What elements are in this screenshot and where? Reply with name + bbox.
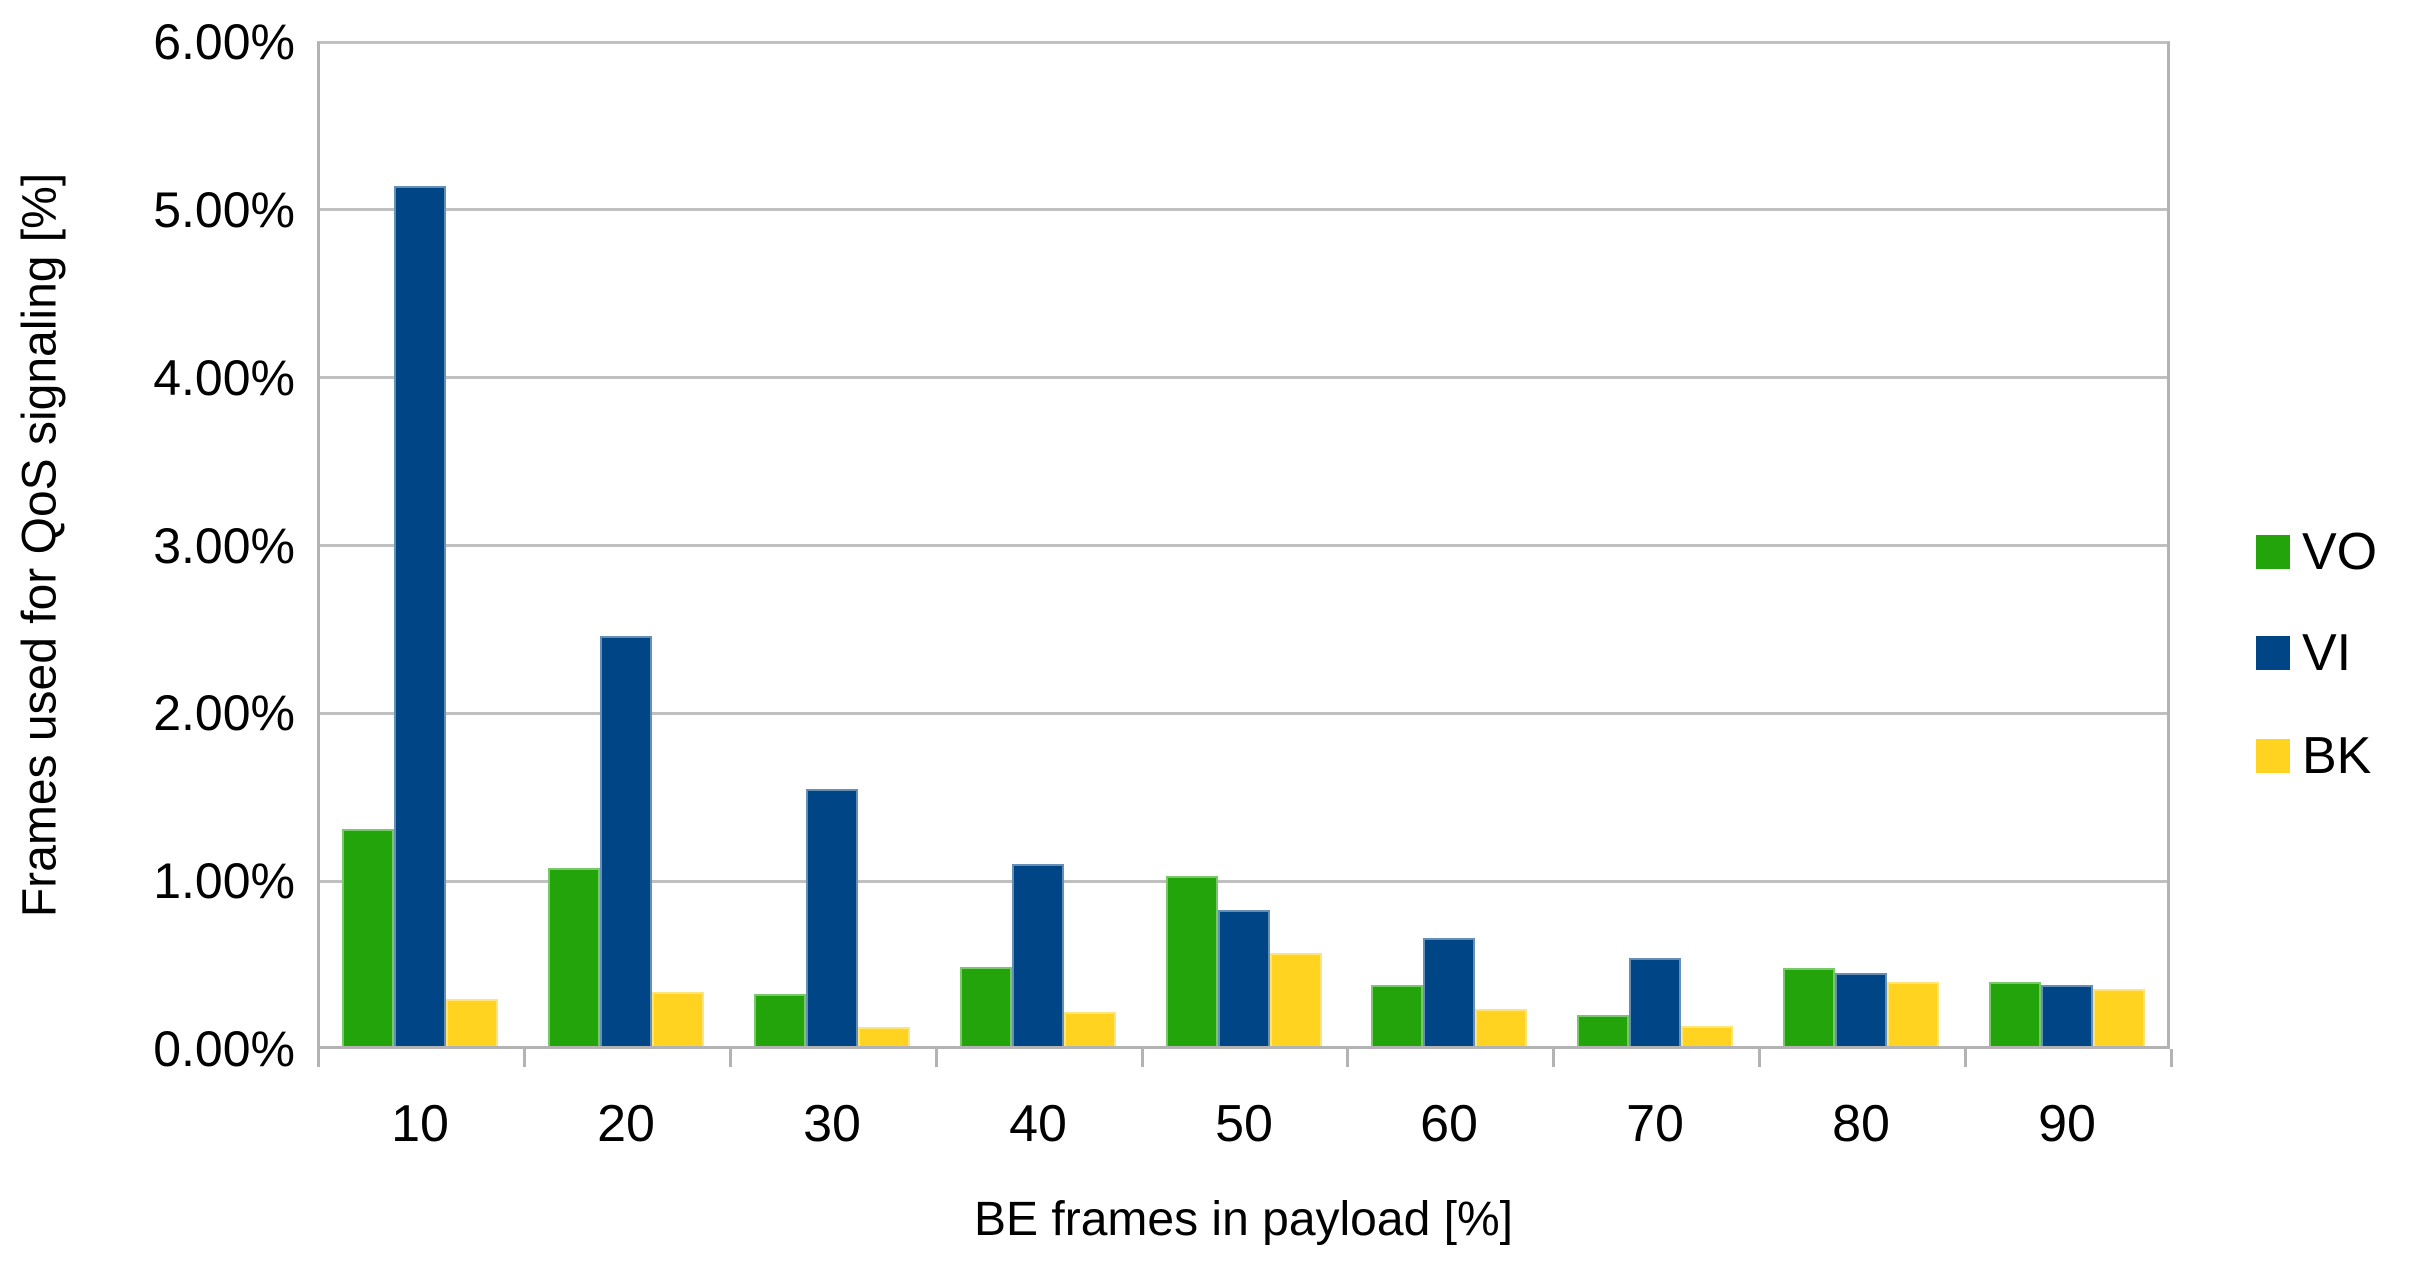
x-axis-tick <box>1758 1049 1761 1067</box>
x-tick-label: 70 <box>1626 1095 1684 1153</box>
bar-vo-30 <box>754 994 806 1049</box>
bar-vo-90 <box>1989 982 2041 1049</box>
x-tick-label: 50 <box>1215 1095 1273 1153</box>
bar-vo-50 <box>1166 876 1218 1049</box>
y-tick-label: 6.00% <box>153 14 295 70</box>
bar-vi-60 <box>1423 938 1475 1049</box>
x-axis-tick <box>1964 1049 1967 1067</box>
gridline <box>317 879 2170 883</box>
bar-vi-10 <box>394 186 446 1049</box>
x-axis-tick <box>2170 1049 2173 1067</box>
legend-item-bk: BK <box>2256 724 2371 788</box>
bar-vo-10 <box>342 829 394 1049</box>
axis-line-left <box>317 42 320 1049</box>
x-axis-tick <box>317 1049 320 1067</box>
bar-vi-30 <box>806 789 858 1049</box>
bar-bk-40 <box>1064 1012 1116 1049</box>
bar-vi-80 <box>1835 973 1887 1049</box>
x-tick-label: 60 <box>1420 1095 1478 1153</box>
x-tick-label: 30 <box>803 1095 861 1153</box>
y-tick-label: 2.00% <box>153 685 295 742</box>
bar-bk-20 <box>652 992 704 1049</box>
x-axis-tick <box>523 1049 526 1067</box>
gridline <box>317 208 2170 212</box>
bar-vi-90 <box>2041 985 2093 1049</box>
x-axis-title: BE frames in payload [%] <box>974 1193 1513 1246</box>
gridline <box>317 376 2170 380</box>
legend-item-vo: VO <box>2256 520 2377 584</box>
bar-vo-60 <box>1371 985 1423 1049</box>
legend-swatch-vi-icon <box>2256 636 2290 670</box>
y-tick-label: 5.00% <box>153 181 295 238</box>
gridline <box>317 40 2170 44</box>
x-axis-tick <box>1552 1049 1555 1067</box>
x-axis-tick <box>729 1049 732 1067</box>
bar-vi-70 <box>1629 958 1681 1049</box>
bar-bk-80 <box>1887 982 1939 1049</box>
bar-bk-60 <box>1475 1009 1527 1049</box>
bar-vi-20 <box>600 636 652 1049</box>
x-tick-label: 40 <box>1009 1095 1067 1153</box>
y-tick-label: 1.00% <box>153 853 295 910</box>
x-axis-tick <box>1141 1049 1144 1067</box>
x-tick-label: 90 <box>2038 1095 2096 1153</box>
bar-vo-80 <box>1783 968 1835 1049</box>
axis-line-right <box>2167 42 2170 1049</box>
bar-bk-90 <box>2093 989 2145 1049</box>
bar-vo-70 <box>1577 1015 1629 1049</box>
bar-vo-40 <box>960 967 1012 1049</box>
x-tick-label: 20 <box>597 1095 655 1153</box>
legend-swatch-vo-icon <box>2256 535 2290 569</box>
legend-label-vo: VO <box>2302 523 2378 581</box>
legend-label-vi: VI <box>2302 624 2352 682</box>
x-axis-tick <box>935 1049 938 1067</box>
x-tick-label: 10 <box>391 1095 449 1153</box>
plot-area <box>317 40 2173 1067</box>
bar-bk-10 <box>446 999 498 1049</box>
y-tick-label: 4.00% <box>153 349 295 406</box>
bar-bk-50 <box>1270 953 1322 1049</box>
gridline <box>317 711 2170 715</box>
legend-label-bk: BK <box>2302 727 2372 785</box>
legend-swatch-bk-icon <box>2256 739 2290 773</box>
gridline <box>317 544 2170 547</box>
y-tick-label: 3.00% <box>153 517 295 574</box>
bar-vi-50 <box>1218 910 1270 1049</box>
legend-item-vi: VI <box>2256 621 2351 685</box>
axis-line-bottom <box>317 1046 2170 1049</box>
x-axis-tick <box>1346 1049 1349 1067</box>
bar-vo-20 <box>548 868 600 1049</box>
x-tick-label: 80 <box>1832 1095 1890 1153</box>
y-tick-label: 0.00% <box>153 1021 295 1077</box>
bar-vi-40 <box>1012 864 1064 1049</box>
